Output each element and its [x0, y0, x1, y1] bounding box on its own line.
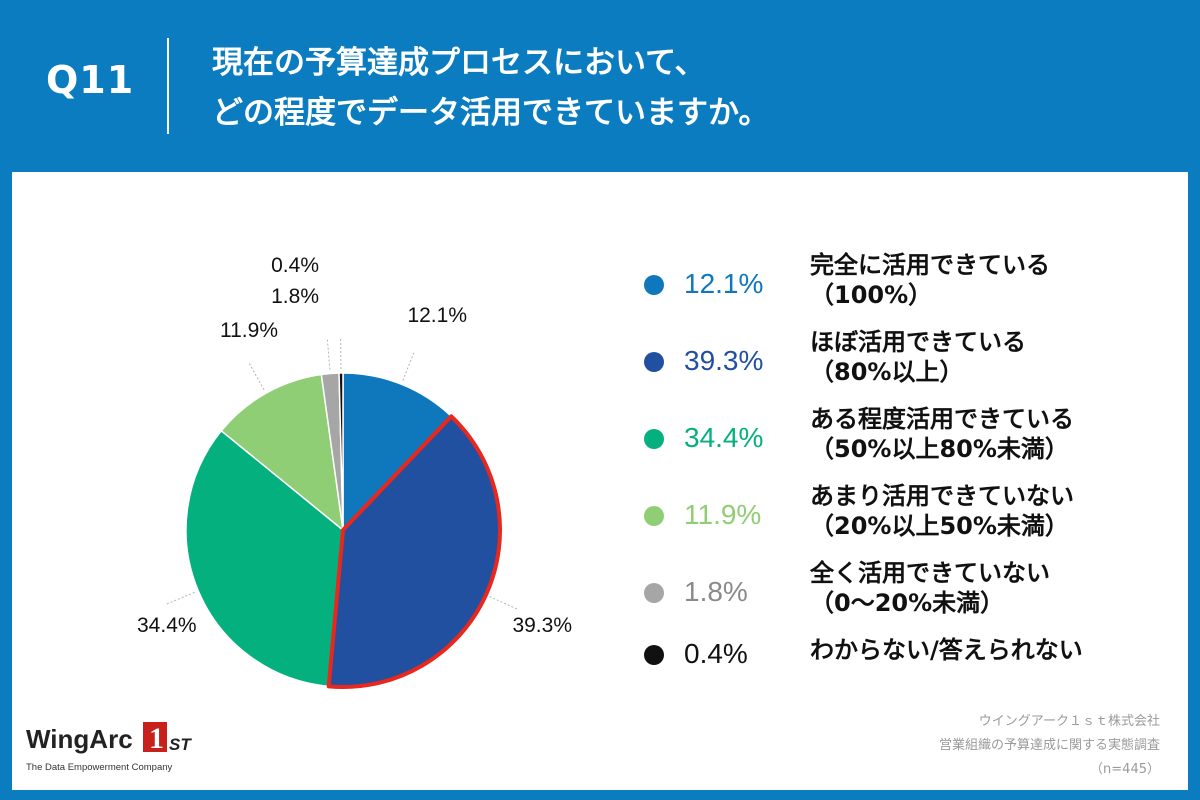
legend-label: 完全に活用できている （100%）	[810, 250, 1050, 310]
pie-leader-line	[247, 361, 265, 390]
legend-color-dot	[644, 429, 664, 449]
question-number: Q11	[46, 58, 135, 102]
logo-tagline: The Data Empowerment Company	[26, 762, 173, 773]
pie-data-label: 1.8%	[271, 285, 319, 308]
legend-percent: 0.4%	[684, 638, 748, 669]
legend-item: 39.3% ほぼ活用できている （80%以上）	[644, 327, 1164, 387]
pie-data-label: 34.4%	[137, 614, 197, 637]
legend-percent: 1.8%	[684, 576, 748, 607]
pie-data-label: 39.3%	[512, 614, 572, 637]
pie-leader-line	[489, 596, 519, 611]
question-title-line2: どの程度でデータ活用できていますか。	[212, 95, 770, 131]
source-sample-size: （n=445）	[1090, 762, 1160, 777]
legend-label-line2: （80%以上）	[810, 358, 964, 386]
pie-slice	[185, 429, 344, 688]
pie-leader-line	[326, 337, 331, 370]
legend-color-dot	[644, 645, 664, 665]
legend-label-line1: あまり活用できていない	[810, 482, 1074, 510]
legend-label: わからない/答えられない	[810, 635, 1083, 665]
legend-label-line2: （50%以上80%未満）	[810, 435, 1069, 463]
pie-slice	[342, 372, 453, 532]
legend-label: あまり活用できていない （20%以上50%未満）	[810, 481, 1074, 541]
legend-label: ほぼ活用できている （80%以上）	[810, 327, 1026, 387]
logo-1st-icon: 1 ST	[142, 722, 192, 755]
legend-item: 12.1% 完全に活用できている （100%）	[644, 250, 1164, 310]
svg-text:ST: ST	[169, 735, 192, 754]
legend-label-line1: 全く活用できていない	[810, 559, 1050, 587]
company-logo: WingArc 1 ST The Data Empowerment Compan…	[26, 720, 199, 773]
legend-item: 11.9% あまり活用できていない （20%以上50%未満）	[644, 481, 1164, 541]
source-company: ウイングアーク１ｓｔ株式会社	[978, 714, 1160, 729]
logo-wordmark: WingArc	[26, 723, 133, 754]
legend-label-line1: ある程度活用できている	[810, 405, 1074, 433]
legend-label-line1: ほぼ活用できている	[810, 328, 1026, 356]
legend-item: 34.4% ある程度活用できている （50%以上80%未満）	[644, 404, 1164, 464]
legend-label-line1: わからない/答えられない	[810, 636, 1083, 664]
question-title: 現在の予算達成プロセスにおいて、 どの程度でデータ活用できていますか。	[212, 38, 769, 138]
question-header: Q11 現在の予算達成プロセスにおいて、 どの程度でデータ活用できていますか。	[0, 0, 1200, 170]
legend-label-line2: （20%以上50%未満）	[810, 512, 1069, 540]
svg-text:1: 1	[149, 722, 164, 754]
legend-label: ある程度活用できている （50%以上80%未満）	[810, 404, 1074, 464]
pie-data-label: 0.4%	[271, 254, 319, 277]
source-survey: 営業組織の予算達成に関する実態調査	[938, 738, 1160, 753]
legend-color-dot	[644, 506, 664, 526]
logo-1st-mark: 1 ST	[141, 720, 199, 758]
legend-color-dot	[644, 352, 664, 372]
pie-data-label: 12.1%	[407, 304, 467, 327]
legend-color-dot	[644, 275, 664, 295]
legend-item: 1.8% 全く活用できていない （0〜20%未満）	[644, 558, 1164, 618]
legend-percent: 12.1%	[684, 268, 764, 299]
source-note: ウイングアーク１ｓｔ株式会社 営業組織の予算達成に関する実態調査 （n=445）	[939, 710, 1160, 782]
legend-percent: 11.9%	[684, 499, 762, 530]
question-title-line1: 現在の予算達成プロセスにおいて、	[212, 45, 706, 81]
legend-percent: 39.3%	[684, 345, 764, 376]
pie-slice	[338, 372, 344, 531]
pie-leader-line	[402, 350, 416, 381]
pie-data-label: 11.9%	[220, 319, 278, 342]
header-divider	[167, 38, 169, 134]
legend-percent: 34.4%	[684, 422, 764, 453]
pie-leader-line	[164, 591, 195, 606]
pie-slice	[220, 373, 345, 532]
legend-label-line2: （100%）	[810, 281, 933, 309]
pie-highlight-outline	[326, 414, 502, 689]
pie-chart: 12.1% 39.3% 34.4% 11.9% 1.8% 0.4%	[137, 254, 572, 689]
legend-color-dot	[644, 583, 664, 603]
legend-label: 全く活用できていない （0〜20%未満）	[810, 558, 1050, 618]
legend-label-line1: 完全に活用できている	[810, 251, 1050, 279]
legend-label-line2: （0〜20%未満）	[810, 589, 1005, 617]
chart-panel: 12.1% 39.3% 34.4% 11.9% 1.8% 0.4% 12.1% 完全に活用で…	[12, 172, 1188, 790]
legend-item: 0.4% わからない/答えられない	[644, 635, 1164, 695]
